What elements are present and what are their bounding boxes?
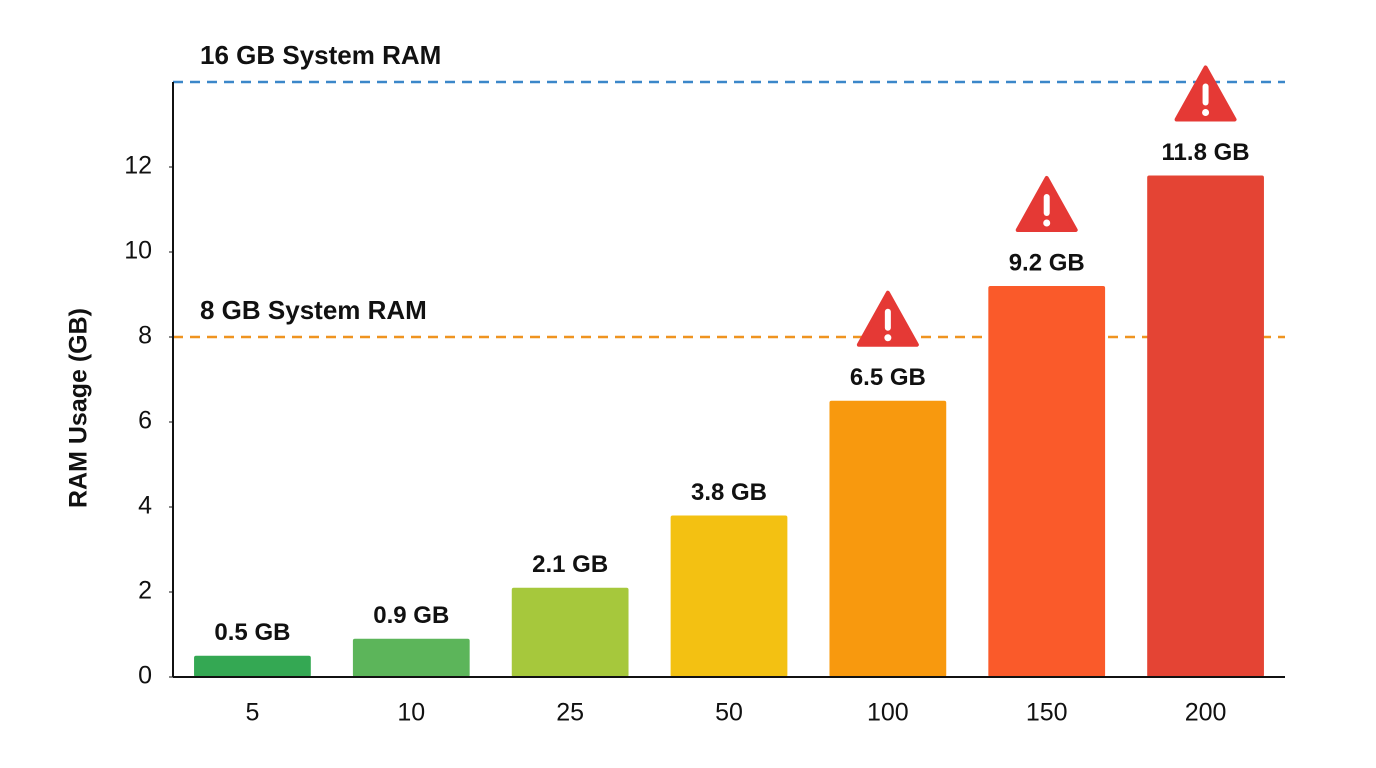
bar xyxy=(1147,175,1264,677)
value-label: 9.2 GB xyxy=(1009,249,1085,276)
reference-label: 16 GB System RAM xyxy=(200,40,441,70)
y-tick-label: 2 xyxy=(138,577,152,605)
y-tick-label: 10 xyxy=(124,237,152,265)
x-tick-label: 200 xyxy=(1185,699,1227,727)
value-label: 11.8 GB xyxy=(1162,139,1250,166)
y-tick-label: 0 xyxy=(138,662,152,690)
x-tick-label: 10 xyxy=(397,699,425,727)
bar xyxy=(988,286,1106,677)
reference-label: 8 GB System RAM xyxy=(200,295,427,325)
bar xyxy=(194,655,311,677)
x-tick-label: 25 xyxy=(556,699,584,727)
x-tick-label: 100 xyxy=(867,699,909,727)
y-tick-label: 12 xyxy=(124,152,152,180)
warning-bang xyxy=(884,308,891,331)
x-tick-label: 50 xyxy=(715,699,743,727)
warning-icon xyxy=(1015,176,1078,232)
value-label: 3.8 GB xyxy=(691,479,767,506)
warning-bang xyxy=(1202,83,1209,106)
warning-bang xyxy=(1043,194,1050,216)
warning-icon xyxy=(856,290,919,347)
warning-dot xyxy=(884,334,892,342)
value-label: 0.5 GB xyxy=(214,619,290,646)
y-tick-label: 6 xyxy=(138,407,152,435)
value-label: 0.9 GB xyxy=(373,602,449,629)
x-tick-label: 150 xyxy=(1026,699,1068,727)
y-tick-label: 8 xyxy=(138,322,152,350)
value-label: 2.1 GB xyxy=(532,551,608,578)
y-tick-label: 4 xyxy=(138,492,152,520)
bar xyxy=(829,400,947,677)
bar xyxy=(352,638,470,677)
value-label: 6.5 GB xyxy=(850,364,926,391)
warning-dot xyxy=(1202,109,1210,116)
y-axis-title: RAM Usage (GB) xyxy=(65,308,93,508)
warning-icon xyxy=(1174,65,1237,122)
bar xyxy=(511,587,629,677)
warning-dot xyxy=(1043,219,1051,227)
x-tick-label: 5 xyxy=(245,699,259,727)
bar xyxy=(670,515,788,677)
